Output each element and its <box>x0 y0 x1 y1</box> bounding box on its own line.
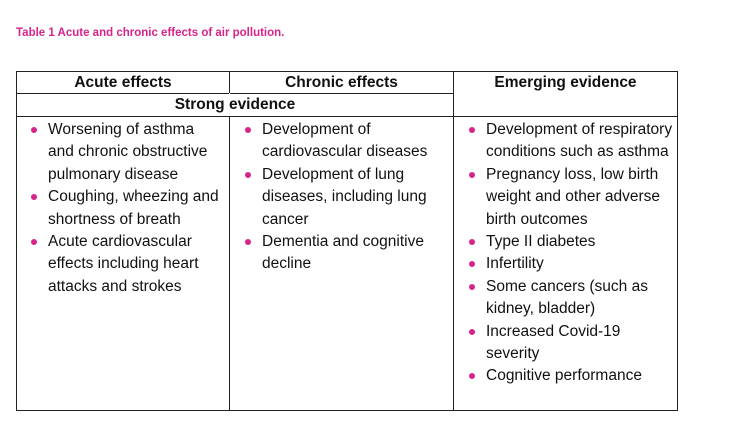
header-chronic: Chronic effects <box>285 74 398 91</box>
list-item: Increased Covid-19 severity <box>469 321 674 366</box>
list-item: Development of cardiovascular diseases <box>245 119 445 164</box>
list-item: Cognitive performance <box>469 365 674 387</box>
list-item: Acute cardiovascular effects including h… <box>31 231 221 298</box>
subheader-strong-evidence: Strong evidence <box>174 96 296 113</box>
column-divider <box>229 72 230 410</box>
list-item: Worsening of asthma and chronic obstruct… <box>31 119 221 186</box>
list-item: Some cancers (such as kidney, bladder) <box>469 276 674 321</box>
list-item: Pregnancy loss, low birth weight and oth… <box>469 164 674 231</box>
header-acute: Acute effects <box>74 74 172 91</box>
row-divider <box>17 93 453 94</box>
list-item: Development of respiratory conditions su… <box>469 119 674 164</box>
row-divider <box>17 116 677 117</box>
header-emerging: Emerging evidence <box>494 74 637 91</box>
chronic-list: Development of cardiovascular diseases D… <box>245 119 445 276</box>
effects-table: Acute effects Chronic effects Emerging e… <box>16 71 678 411</box>
list-item: Coughing, wheezing and shortness of brea… <box>31 186 221 231</box>
list-item: Type II diabetes <box>469 231 674 253</box>
emerging-list: Development of respiratory conditions su… <box>469 119 674 388</box>
acute-list: Worsening of asthma and chronic obstruct… <box>31 119 221 298</box>
column-divider <box>453 93 454 116</box>
list-item: Infertility <box>469 253 674 275</box>
list-item: Development of lung diseases, including … <box>245 164 445 231</box>
table-caption: Table 1 Acute and chronic effects of air… <box>16 27 285 39</box>
merged-cell-gap <box>229 93 230 116</box>
list-item: Dementia and cognitive decline <box>245 231 445 276</box>
column-divider <box>453 72 454 410</box>
